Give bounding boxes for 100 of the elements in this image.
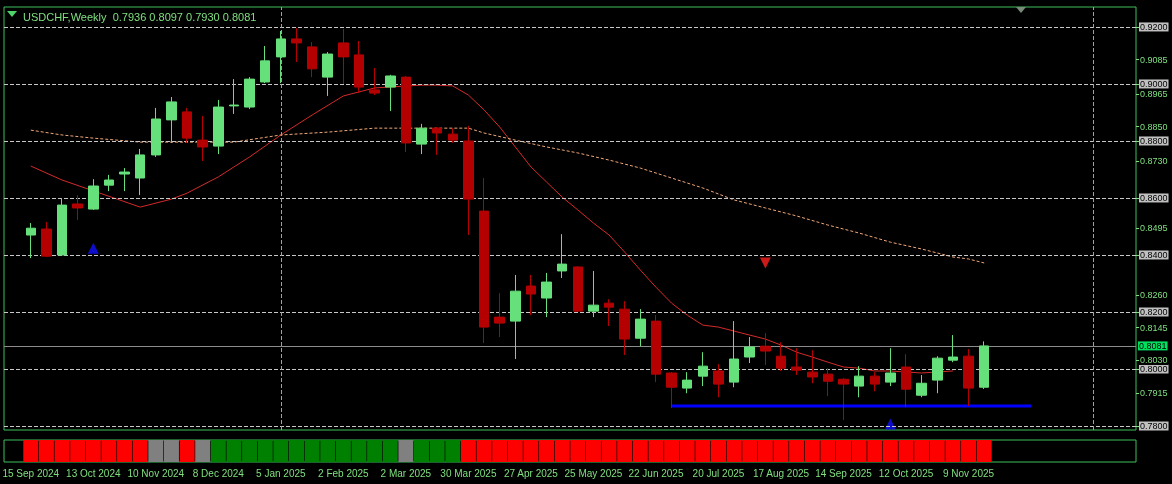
y-tick-label: 0.8850 <box>1140 121 1168 132</box>
candlestick <box>197 115 208 162</box>
candlestick <box>494 292 505 338</box>
line-series <box>30 84 954 374</box>
candlestick <box>651 314 661 383</box>
candlestick <box>213 99 224 155</box>
candlestick <box>744 336 755 364</box>
candlestick <box>291 27 302 63</box>
x-tick-label: 2 Feb 2025 <box>318 467 370 479</box>
x-tick-label: 5 Jan 2025 <box>256 467 307 479</box>
y-tick-label: 0.7800 <box>1140 421 1168 432</box>
candlestick <box>885 347 896 387</box>
y-tick-label: 0.8000 <box>1140 364 1168 374</box>
x-tick-label: 27 Apr 2025 <box>503 467 559 479</box>
y-tick-label: 0.8400 <box>1140 249 1168 260</box>
candlestick <box>182 107 192 144</box>
chart-title: USDCHF,Weekly 0.7936 0.8097 0.7930 0.8081 <box>23 10 257 23</box>
candlestick <box>791 347 802 376</box>
candlestick <box>338 28 349 85</box>
y-tick-label: 0.8200 <box>1140 306 1168 317</box>
candlestick <box>948 334 958 363</box>
x-tick-label: 2 Mar 2025 <box>380 467 432 479</box>
y-tick-label: 0.8600 <box>1140 192 1168 203</box>
point <box>759 257 771 269</box>
candlestick <box>635 308 646 347</box>
candlestick <box>135 148 145 196</box>
candlestick <box>963 348 974 407</box>
candlestick <box>432 126 442 156</box>
point <box>884 418 896 430</box>
candlestick <box>807 349 818 384</box>
y-tick-label: 0.8030 <box>1140 355 1168 366</box>
candlestick <box>354 40 364 94</box>
candlestick <box>713 363 724 398</box>
candlestick <box>322 51 333 97</box>
candlestick <box>932 355 943 394</box>
candlestick <box>588 270 599 318</box>
candlestick <box>307 41 317 78</box>
candlestick <box>416 123 427 155</box>
candlestick <box>760 332 771 366</box>
candlestick <box>369 67 380 96</box>
candlestick <box>619 300 630 356</box>
candlestick <box>823 367 833 397</box>
candlestick <box>260 45 270 84</box>
candlestick <box>682 371 692 394</box>
candlestick <box>119 167 130 192</box>
candlestick <box>729 320 739 388</box>
candlestick <box>479 177 489 344</box>
x-tick-label: 15 Sep 2024 <box>2 467 60 479</box>
x-tick-label: 10 Nov 2024 <box>127 467 185 479</box>
y-tick-label: 0.8800 <box>1140 135 1168 146</box>
x-tick-label: 22 Jun 2025 <box>628 467 684 479</box>
y-tick-label: 0.9000 <box>1140 78 1168 89</box>
y-tick-label: 0.9085 <box>1140 54 1168 65</box>
candlestick <box>604 298 614 327</box>
y-tick-label: 0.8260 <box>1140 289 1168 300</box>
y-tick-label: 0.7915 <box>1140 388 1168 399</box>
candlestick <box>276 30 286 84</box>
line-series <box>30 127 985 264</box>
candlestick <box>526 274 536 316</box>
candlestick <box>541 272 552 318</box>
x-tick-label: 17 Aug 2025 <box>752 467 810 479</box>
candlestick <box>448 127 458 144</box>
x-tick-label: 30 Mar 2025 <box>440 467 497 479</box>
candlestick <box>166 96 177 144</box>
candlestick <box>57 197 67 257</box>
candlestick <box>979 340 989 390</box>
candlestick <box>401 75 411 153</box>
ref-line-label: 0.8081 <box>1139 340 1167 351</box>
candlestick <box>854 365 864 398</box>
candlestick <box>557 233 567 279</box>
candlestick <box>666 371 677 409</box>
candlestick <box>26 222 36 259</box>
candlestick <box>104 174 114 192</box>
y-tick-label: 0.8495 <box>1140 222 1168 233</box>
candlestick <box>385 74 396 112</box>
x-tick-label: 9 Nov 2025 <box>942 467 995 479</box>
x-tick-label: 20 Jul 2025 <box>692 467 745 479</box>
candlestick <box>698 351 708 387</box>
candlestick <box>151 107 161 158</box>
y-tick-label: 0.8145 <box>1140 322 1168 333</box>
x-tick-label: 14 Sep 2025 <box>815 467 873 479</box>
y-tick-label: 0.8730 <box>1140 155 1168 166</box>
candlestick <box>72 194 83 221</box>
y-tick-label: 0.9200 <box>1140 21 1168 32</box>
point <box>87 242 99 254</box>
x-tick-label: 12 Oct 2025 <box>878 467 934 479</box>
candlestick <box>244 76 255 110</box>
candlestick <box>838 377 849 421</box>
candlestick <box>916 374 927 398</box>
candlestick <box>510 274 521 360</box>
candlestick <box>463 125 474 236</box>
candlestick <box>88 178 99 211</box>
x-tick-label: 25 May 2025 <box>564 467 623 479</box>
y-tick-label: 0.8965 <box>1140 88 1168 99</box>
candlestick <box>901 353 911 408</box>
x-tick-label: 13 Oct 2024 <box>66 467 121 479</box>
candlestick <box>776 341 786 372</box>
candlestick <box>41 221 52 258</box>
candlestick <box>229 78 239 115</box>
candlestick <box>870 371 880 392</box>
